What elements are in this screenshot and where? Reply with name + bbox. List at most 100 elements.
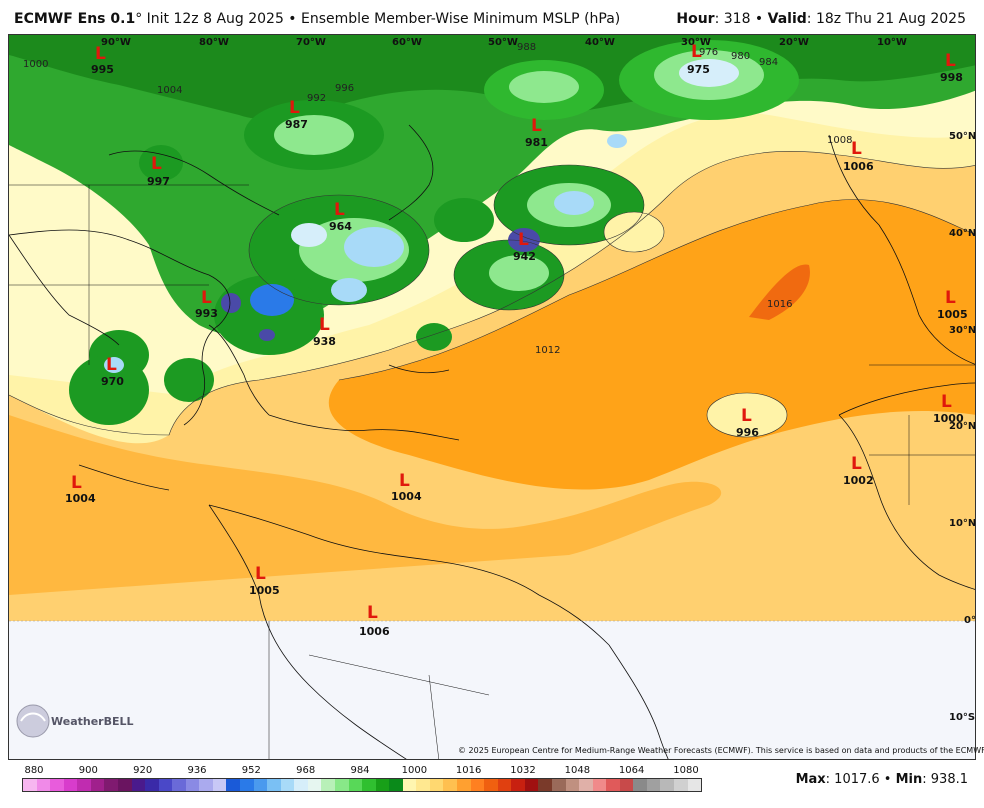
low-symbol: L <box>399 471 410 491</box>
colorbar-swatch <box>389 779 403 791</box>
storm-core-m <box>259 329 275 341</box>
lon-label-90w: 90°W <box>101 37 131 48</box>
colorbar-swatch <box>497 779 512 791</box>
isobar-labels: 1000 1004 1008 1012 1016 996 992 988 984… <box>23 42 852 356</box>
lat-label-40n: 40°N <box>949 228 976 239</box>
lat-label-30n: 30°N <box>949 325 976 336</box>
colorbar-tick-labels: 880 900 920 936 952 968 984 1000 1016 1032 1048 106… <box>22 765 702 777</box>
colorbar-swatch <box>402 779 417 791</box>
valid-label: Valid <box>767 11 807 27</box>
colorbar-swatch <box>551 779 566 791</box>
degree-symbol: ° <box>135 11 143 27</box>
forecast-time: Hour: 318 • Valid: 18z Thu 21 Aug 2025 <box>676 11 966 27</box>
low-symbol: L <box>151 154 162 174</box>
colorbar-tick-label: 1064 <box>618 765 645 776</box>
colorbar-swatch <box>117 779 132 791</box>
colorbar-swatch <box>240 779 254 791</box>
low-symbol: L <box>945 51 956 71</box>
low-symbol: L <box>106 355 117 375</box>
low-symbol: L <box>334 200 345 220</box>
colorbar-swatch <box>429 779 444 791</box>
colorbar-swatch <box>348 779 363 791</box>
low-value: 997 <box>147 175 170 188</box>
lat-label-10n: 10°N <box>949 518 976 529</box>
low-value: 1000 <box>933 412 964 425</box>
lat-label-50n: 50°N <box>949 131 976 142</box>
colorbar-swatch <box>524 779 539 791</box>
colorbar-swatch <box>687 779 702 791</box>
colorbar-swatch <box>416 779 430 791</box>
low-symbol: L <box>691 42 702 62</box>
isobar-label: 996 <box>335 83 354 94</box>
colorbar-swatch <box>511 779 525 791</box>
isobars <box>9 151 975 438</box>
isobar-label: 1016 <box>767 299 792 310</box>
colorbar-swatch <box>321 779 335 791</box>
isobar-label: 1008 <box>827 135 852 146</box>
low-value: 938 <box>313 335 336 348</box>
lon-label-40w: 40°W <box>585 37 615 48</box>
low-symbol: L <box>531 116 542 136</box>
max-min-readout: Max: 1017.6 • Min: 938.1 <box>796 772 968 787</box>
storm-core-n <box>607 134 627 148</box>
borders <box>9 184 975 759</box>
low-value: 964 <box>329 220 352 233</box>
map-panel[interactable]: 90°W 80°W 70°W 60°W 50°W 40°W 30°W 20°W … <box>8 34 976 760</box>
pressure-map: 90°W 80°W 70°W 60°W 50°W 40°W 30°W 20°W … <box>9 35 976 759</box>
low-value: 1006 <box>359 625 390 638</box>
storm-inner-j <box>274 115 354 155</box>
storm-core-e2 <box>331 278 367 302</box>
low-symbol: L <box>518 230 529 250</box>
storm-cluster-e <box>434 198 494 242</box>
storm-cluster-h <box>164 358 214 402</box>
colorbar-swatch <box>619 779 634 791</box>
colorbar-swatch <box>63 779 78 791</box>
storm-core-c <box>508 228 540 252</box>
colorbar-tick-label: 1080 <box>673 765 699 776</box>
colorbar-swatch <box>443 779 457 791</box>
lat-label-10s: 10°S <box>949 712 975 723</box>
colorbar-swatch <box>538 779 552 791</box>
colorbar-swatch <box>131 779 146 791</box>
weak-low-azores <box>604 212 664 252</box>
storm-core-a2 <box>291 223 327 247</box>
lon-label-10w: 10°W <box>877 37 907 48</box>
isobar-label: 1004 <box>157 85 182 96</box>
max-label: Max <box>795 772 826 787</box>
low-symbol: L <box>741 406 752 426</box>
weatherbell-logo: WeatherBELL <box>51 715 134 728</box>
low-value: 1002 <box>843 474 874 487</box>
colorbar-tick-label: 880 <box>24 765 44 776</box>
colorbar-swatch <box>457 779 471 791</box>
colorbar-swatch <box>185 779 200 791</box>
colorbar <box>22 778 702 792</box>
low-value: 1005 <box>249 584 280 597</box>
storm-core-a <box>344 227 404 267</box>
colorbar-swatch <box>334 779 349 791</box>
lat-label-20n: 20°N <box>949 421 976 432</box>
isobar-label: 980 <box>731 51 750 62</box>
max-value: : 1017.6 • <box>825 772 896 787</box>
low-value: 1004 <box>391 490 422 503</box>
storm-core-k <box>679 59 739 87</box>
low-symbol: L <box>71 473 82 493</box>
chart-title: ECMWF Ens 0.1° Init 12z 8 Aug 2025 • Ens… <box>14 11 620 27</box>
colorbar-tick-label: 920 <box>133 765 153 776</box>
high-pressure-core <box>749 264 810 320</box>
colorbar-swatch <box>267 779 281 791</box>
header-bar: ECMWF Ens 0.1° Init 12z 8 Aug 2025 • Ens… <box>0 0 984 34</box>
init-text: Init 12z 8 Aug 2025 • Ensemble Member-Wi… <box>142 11 621 27</box>
colorbar-swatch <box>470 779 485 791</box>
colorbar-tick-label: 1016 <box>455 765 482 776</box>
low-value: 1006 <box>843 160 874 173</box>
colorbar-swatch <box>212 779 227 791</box>
low-value: 993 <box>195 307 218 320</box>
low-symbol: L <box>255 564 266 584</box>
colorbar-swatch <box>646 779 661 791</box>
colorbar-tick-label: 984 <box>350 765 370 776</box>
low-symbol: L <box>95 44 106 64</box>
colorbar-tick-label: 1000 <box>401 765 428 776</box>
colorbar-swatch <box>226 779 240 791</box>
colorbar-swatch <box>172 779 186 791</box>
colorbar-tick-label: 952 <box>241 765 261 776</box>
